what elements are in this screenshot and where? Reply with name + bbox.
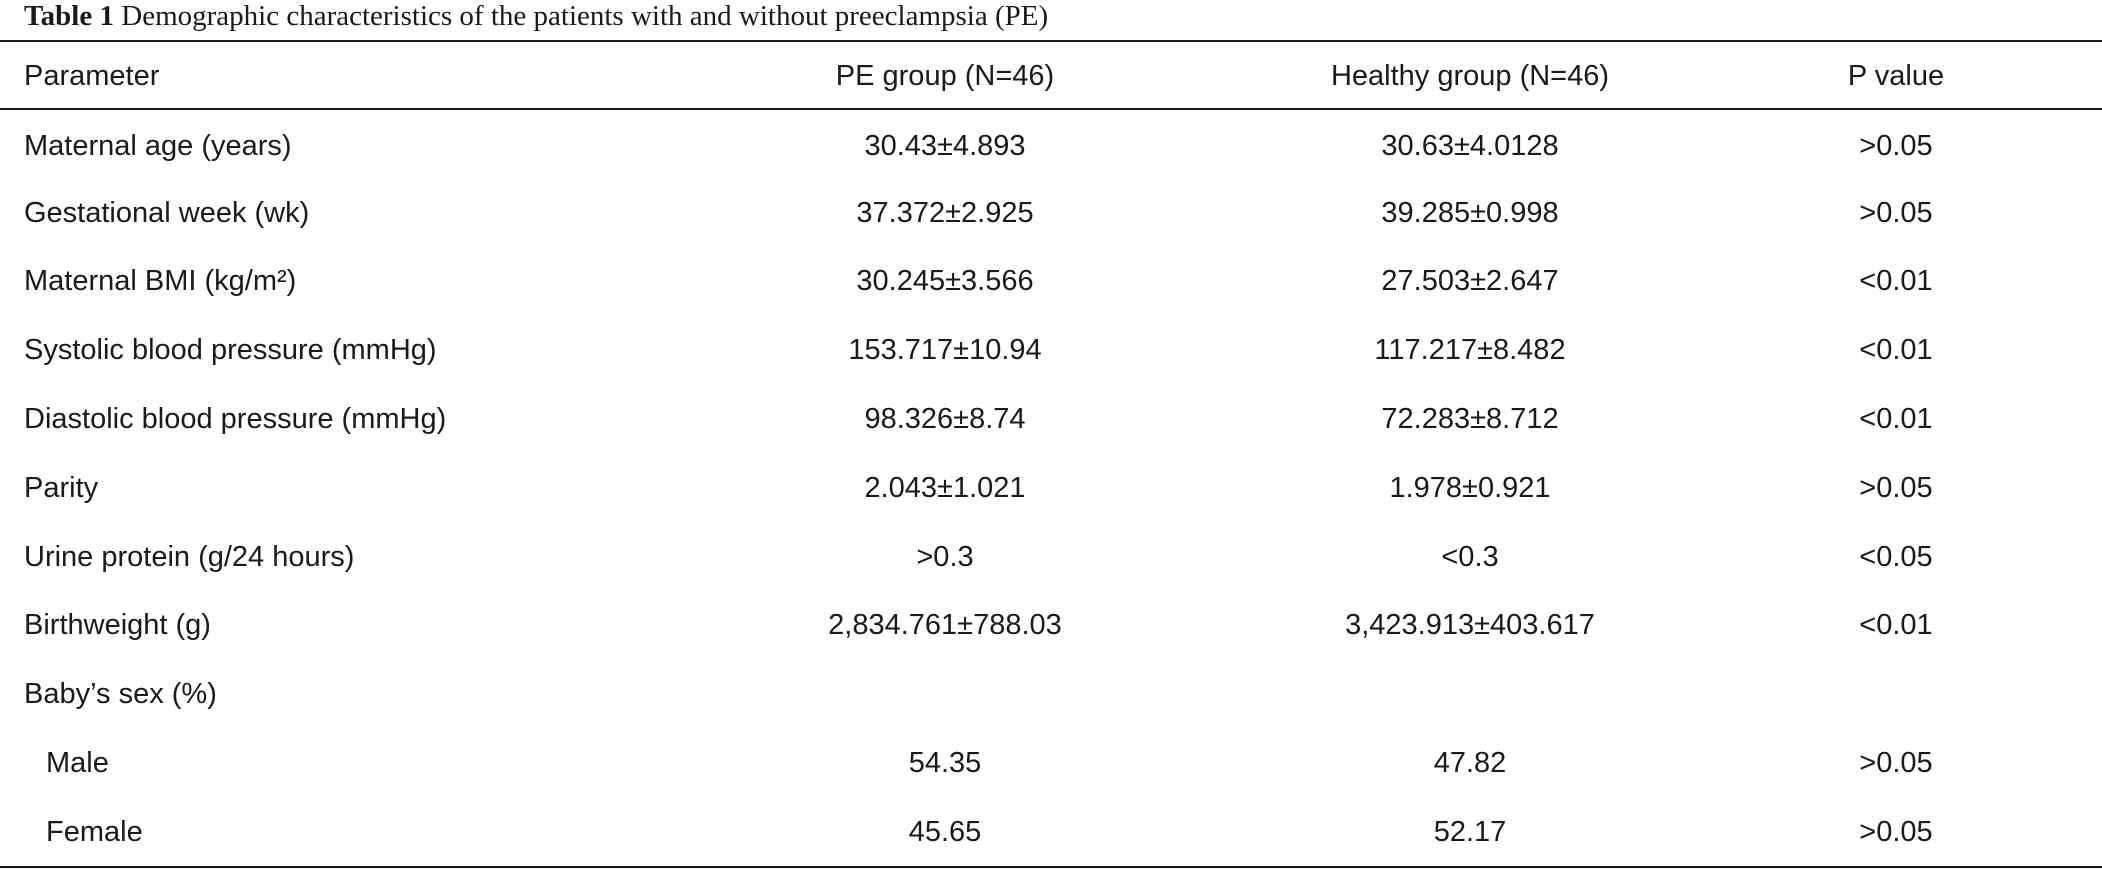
cell-p-value: <0.01: [1859, 265, 1933, 298]
cell-healthy: 52.17: [1433, 815, 1507, 848]
cell-healthy: 30.63±4.0128: [1381, 129, 1559, 162]
cell-healthy: 27.503±2.647: [1381, 265, 1559, 298]
cell-p-value: >0.05: [1859, 129, 1933, 162]
cell-p-value: >0.05: [1859, 815, 1933, 848]
cell-pe: 98.326±8.74: [864, 403, 1026, 436]
cell-healthy: 117.217±8.482: [1374, 334, 1566, 367]
cell-healthy: [1250, 660, 1690, 729]
table-row: Parity 2.043±1.021 1.978±0.921 >0.05: [0, 454, 2102, 523]
table-header-row: Parameter PE group (N=46) Healthy group …: [0, 42, 2102, 110]
cell-parameter-sub: Female: [46, 815, 143, 848]
cell-pe: 54.35: [908, 747, 982, 780]
cell-parameter: Gestational week (wk): [24, 196, 310, 229]
cell-p-value: >0.05: [1859, 747, 1933, 780]
cell-healthy: 72.283±8.712: [1381, 403, 1559, 436]
cell-p-value: <0.01: [1859, 334, 1933, 367]
cell-p-value: >0.05: [1859, 471, 1933, 504]
cell-parameter: Maternal age (years): [24, 129, 292, 162]
cell-p-value: >0.05: [1859, 196, 1933, 229]
table-top-rule: [0, 40, 2102, 42]
table-caption-label: Table 1: [24, 0, 114, 32]
cell-parameter: Maternal BMI (kg/m²): [24, 265, 297, 298]
cell-pe: 2,834.761±788.03: [828, 609, 1062, 642]
table-row: Urine protein (g/24 hours) >0.3 <0.3 <0.…: [0, 523, 2102, 592]
table-row: Maternal age (years) 30.43±4.893 30.63±4…: [0, 110, 2102, 179]
cell-healthy: <0.3: [1441, 540, 1499, 573]
table-caption-text: Demographic characteristics of the patie…: [121, 0, 1049, 32]
demographics-table: Parameter PE group (N=46) Healthy group …: [0, 42, 2102, 867]
table-caption: Table 1 Demographic characteristics of t…: [24, 0, 1048, 34]
cell-pe: 153.717±10.94: [848, 334, 1042, 367]
cell-parameter: Systolic blood pressure (mmHg): [24, 334, 437, 367]
cell-healthy: 1.978±0.921: [1389, 471, 1551, 504]
cell-pe: 30.245±3.566: [856, 265, 1034, 298]
table-header-rule: [0, 108, 2102, 110]
table-row: Maternal BMI (kg/m²) 30.245±3.566 27.503…: [0, 248, 2102, 317]
cell-pe: >0.3: [916, 540, 974, 573]
table-bottom-rule: [0, 866, 2102, 868]
cell-p-value: <0.05: [1859, 540, 1933, 573]
cell-parameter-sub: Male: [46, 747, 109, 780]
table-row: Gestational week (wk) 37.372±2.925 39.28…: [0, 179, 2102, 248]
table-row: Diastolic blood pressure (mmHg) 98.326±8…: [0, 385, 2102, 454]
cell-pe: 37.372±2.925: [856, 196, 1034, 229]
cell-p-value: <0.01: [1859, 403, 1933, 436]
header-healthy-group: Healthy group (N=46): [1330, 59, 1610, 92]
cell-pe: 45.65: [908, 815, 982, 848]
cell-parameter: Diastolic blood pressure (mmHg): [24, 403, 447, 436]
cell-parameter: Parity: [24, 471, 99, 504]
cell-parameter: Birthweight (g): [24, 609, 211, 642]
cell-healthy: 39.285±0.998: [1381, 196, 1559, 229]
cell-p-value: <0.01: [1859, 609, 1933, 642]
cell-parameter: Urine protein (g/24 hours): [24, 540, 355, 573]
table-row: Male 54.35 47.82 >0.05: [0, 729, 2102, 798]
table-row: Birthweight (g) 2,834.761±788.03 3,423.9…: [0, 592, 2102, 661]
header-p-value: P value: [1847, 59, 1945, 92]
cell-p-value: [1690, 660, 2102, 729]
header-parameter: Parameter: [24, 59, 160, 92]
cell-pe: 2.043±1.021: [864, 471, 1026, 504]
header-pe-group: PE group (N=46): [835, 59, 1055, 92]
cell-parameter: Baby’s sex (%): [24, 678, 217, 711]
cell-pe: [640, 660, 1250, 729]
cell-healthy: 3,423.913±403.617: [1345, 609, 1595, 642]
cell-pe: 30.43±4.893: [864, 129, 1026, 162]
table-row-group-heading: Baby’s sex (%): [0, 660, 2102, 729]
table-row: Systolic blood pressure (mmHg) 153.717±1…: [0, 316, 2102, 385]
cell-healthy: 47.82: [1433, 747, 1507, 780]
table-row: Female 45.65 52.17 >0.05: [0, 798, 2102, 867]
